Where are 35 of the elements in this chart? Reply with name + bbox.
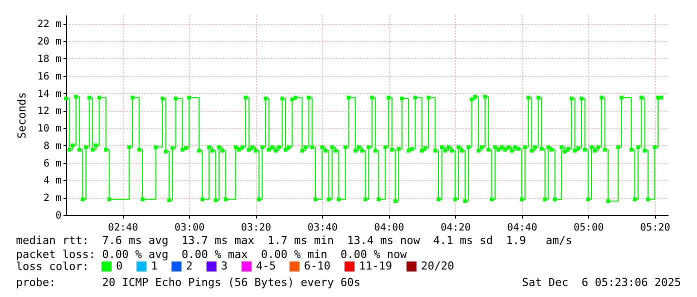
x-tick-label: 05:20: [640, 222, 670, 234]
x-tick-label: 04:20: [440, 222, 471, 234]
legend-label: 6-10: [304, 260, 330, 273]
x-tick-label: 02:40: [108, 222, 138, 234]
y-tick-label: 12 m: [37, 106, 62, 118]
legend-label: 2: [186, 260, 193, 273]
text: Sat Dec 6 05:23:06 2025: [522, 276, 681, 289]
legend-label: 1: [151, 260, 158, 273]
y-tick-label: 20 m: [37, 36, 62, 48]
y-tick-label: 4 m: [43, 176, 62, 187]
x-tick-label: 03:40: [308, 222, 338, 234]
legend-label: 11-19: [359, 260, 392, 273]
y-tick-label: 16 m: [37, 71, 62, 82]
y-tick-label: 22 m: [37, 19, 62, 30]
y-tick-label: 2 m: [43, 193, 62, 204]
y-tick-label: 0: [55, 210, 62, 222]
legend-label: 3: [221, 260, 228, 273]
text: probe: 20 ICMP Echo Pings (56 Bytes) every 60s: [16, 276, 360, 289]
x-tick-label: 03:00: [174, 222, 205, 234]
y-tick-label: 6 m: [43, 158, 62, 170]
y-tick-label: 10 m: [37, 124, 62, 135]
text: packet loss: 0.00 % avg 0.00 % max 0.00 % min 0.00 % now: [16, 248, 407, 261]
legend-label: 4-5: [256, 260, 276, 273]
y-tick-label: 8 m: [43, 140, 62, 152]
x-tick-label: 03:20: [241, 222, 272, 234]
legend-title: loss color:: [16, 260, 89, 273]
y-tick-label: 14 m: [37, 88, 62, 100]
y-axis-title: Seconds: [15, 92, 28, 139]
x-tick-label: 04:40: [507, 222, 538, 234]
legend-label: 0: [116, 260, 123, 273]
text: median rtt: 7.6 ms avg 13.7 ms max 1.7 ms min 13.4 ms now 4.1 ms sd 1.9 am/s: [16, 234, 572, 247]
legend-label: 20/20: [421, 260, 454, 273]
x-tick-label: 04:00: [374, 222, 404, 234]
x-tick-label: 05:00: [574, 222, 604, 234]
y-tick-label: 18 m: [37, 54, 62, 65]
